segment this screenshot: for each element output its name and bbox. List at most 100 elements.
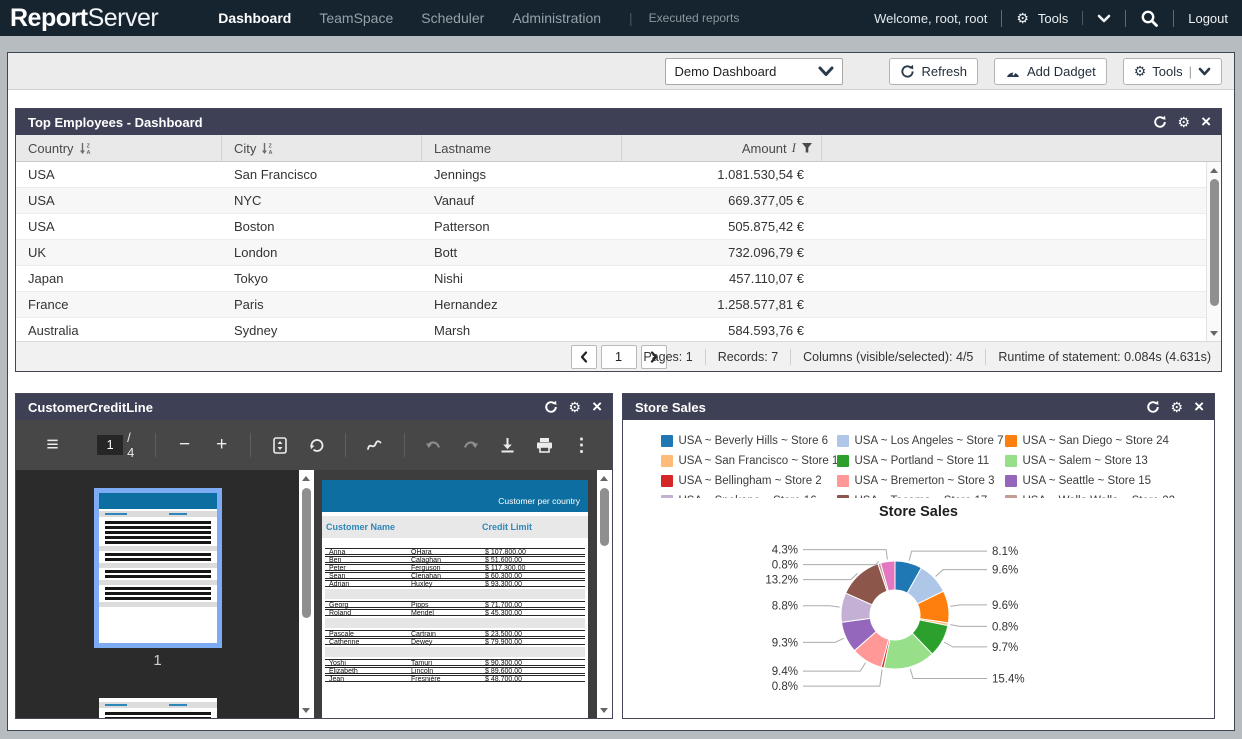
scroll-down-arrow[interactable] (597, 703, 611, 717)
print-icon[interactable] (532, 432, 557, 458)
svg-text:A: A (86, 150, 90, 155)
nav-item-scheduler[interactable]: Scheduler (421, 10, 485, 26)
column-header-amount[interactable]: Amount I (622, 135, 822, 161)
legend-item[interactable]: USA ~ Salem ~ Store 13 (1004, 451, 1177, 471)
scroll-thumb[interactable] (600, 488, 609, 546)
nav-item-dashboard[interactable]: Dashboard (218, 10, 292, 26)
table-row[interactable]: Japan Tokyo Nishi 457.110,07 € (16, 266, 1221, 292)
legend-label: USA ~ Spokane ~ Store 16 (679, 495, 817, 498)
legend-item[interactable]: USA ~ Spokane ~ Store 16 (660, 491, 837, 498)
slice-percent-label: 8.1% (992, 546, 1018, 558)
nav-item-administration[interactable]: Administration (512, 10, 602, 26)
pdf-thumbnail-page-1[interactable] (93, 488, 222, 648)
scroll-down-arrow[interactable] (1207, 326, 1221, 340)
divider (790, 348, 792, 365)
table-cell: Hernandez (434, 297, 498, 312)
vertical-scrollbar[interactable] (1206, 162, 1221, 341)
pdf-page-input[interactable] (97, 435, 124, 455)
scroll-up-arrow[interactable] (299, 471, 313, 485)
scroll-thumb[interactable] (1210, 179, 1219, 306)
refresh-icon[interactable] (1153, 115, 1167, 129)
donut-slice (879, 560, 896, 592)
column-header-lastname[interactable]: Lastname (422, 135, 622, 161)
refresh-icon[interactable] (1146, 400, 1160, 414)
sidebar-toggle-icon[interactable]: ≡ (46, 433, 59, 456)
table-cell: Patterson (434, 219, 490, 234)
nav-item-executed-reports[interactable]: Executed reports (648, 11, 740, 25)
status-label: Columns (visible/selected): 4/5 (803, 349, 974, 364)
divider (1001, 9, 1003, 27)
fit-page-icon[interactable] (267, 432, 292, 458)
next-page-button[interactable] (640, 344, 667, 369)
annotate-pen-icon[interactable] (362, 432, 387, 458)
zoom-in-icon[interactable]: + (216, 434, 228, 455)
legend-item[interactable]: USA ~ Seattle ~ Store 15 (1004, 471, 1177, 491)
close-icon[interactable]: × (1201, 112, 1211, 131)
gear-icon[interactable]: ⚙ (568, 399, 582, 415)
legend-item[interactable]: USA ~ San Diego ~ Store 24 (1004, 431, 1177, 451)
search-icon[interactable] (1140, 9, 1159, 28)
legend-label: USA ~ Bremerton ~ Store 3 (854, 475, 995, 487)
gauge-icon (1007, 68, 1020, 77)
scroll-thumb[interactable] (302, 488, 311, 618)
gear-icon[interactable]: ⚙ (1177, 114, 1191, 130)
table-row[interactable]: Australia Sydney Marsh 584.593,76 € (16, 318, 1221, 341)
table-row[interactable]: USA San Francisco Jennings 1.081.530,54 € (16, 162, 1221, 188)
chevron-right-icon (650, 350, 657, 363)
divider (403, 433, 405, 457)
logout-button[interactable]: Logout (1188, 10, 1228, 26)
pdf-thumbnail-page-2[interactable] (98, 698, 217, 718)
redo-icon[interactable] (458, 432, 483, 458)
nav-item-teamspace[interactable]: TeamSpace (319, 10, 394, 26)
legend-item[interactable]: USA ~ Bellingham ~ Store 2 (660, 471, 837, 491)
close-icon[interactable]: × (1194, 397, 1204, 416)
chevron-down-icon[interactable] (1097, 14, 1111, 23)
pdf-page-pane[interactable]: Customer per country Customer Name Credit … (314, 470, 597, 718)
table-row[interactable]: USA Boston Patterson 505.875,42 € (16, 214, 1221, 240)
main-nav: Dashboard TeamSpace Scheduler Administratio… (218, 10, 601, 26)
legend-item[interactable]: USA ~ Bremerton ~ Store 3 (836, 471, 1005, 491)
legend-item[interactable]: USA ~ Portland ~ Store 11 (836, 451, 1005, 471)
doc-last-name: Clenahan (411, 573, 441, 580)
topbar-tools-button[interactable]: Tools (1037, 10, 1069, 26)
undo-icon[interactable] (421, 432, 446, 458)
add-dadget-button[interactable]: Add Dadget (994, 57, 1107, 85)
legend-item[interactable]: USA ~ Beverly Hills ~ Store 6 (660, 431, 837, 451)
legend-label: USA ~ Portland ~ Store 11 (854, 455, 990, 467)
scroll-down-arrow[interactable] (299, 703, 313, 717)
vertical-scrollbar[interactable] (597, 470, 612, 718)
close-icon[interactable]: × (592, 397, 602, 416)
legend-item[interactable]: USA ~ Los Angeles ~ Store 7 (836, 431, 1005, 451)
page-number-input[interactable] (600, 344, 637, 369)
vertical-scrollbar[interactable] (299, 470, 314, 718)
app-logo[interactable]: ReportServer (10, 0, 159, 36)
table-cell: Jennings (434, 167, 487, 182)
legend-swatch (1004, 495, 1017, 498)
table-cell: 505.875,42 € (728, 219, 804, 234)
table-cell: Bott (434, 245, 458, 260)
refresh-button[interactable]: Refresh (889, 57, 979, 85)
status-label: Runtime of statement: 0.084s (4.631s) (998, 349, 1211, 364)
gear-icon[interactable]: ⚙ (1016, 9, 1029, 26)
legend-item[interactable]: USA ~ Tacoma ~ Store 17 (836, 491, 1005, 498)
dashboard-select[interactable]: Demo Dashboard (665, 57, 844, 85)
previous-page-button[interactable] (570, 344, 597, 369)
scroll-up-arrow[interactable] (597, 471, 611, 485)
table-row[interactable]: UK London Bott 732.096,79 € (16, 240, 1221, 266)
zoom-out-icon[interactable]: − (179, 434, 191, 455)
doc-first-name: Roland (329, 610, 352, 617)
dashboard-tools-button[interactable]: ⚙ Tools | (1122, 57, 1222, 85)
mini-row-line (104, 521, 211, 524)
table-row[interactable]: USA NYC Vanauf 669.377,05 € (16, 188, 1221, 214)
gear-icon[interactable]: ⚙ (1170, 399, 1184, 415)
download-icon[interactable] (495, 432, 520, 458)
kebab-menu-icon[interactable]: ⋮ (572, 434, 591, 455)
legend-item[interactable]: USA ~ San Francisco ~ Store 14 (660, 451, 845, 471)
rotate-icon[interactable] (304, 432, 329, 458)
scroll-up-arrow[interactable] (1207, 163, 1221, 177)
legend-item[interactable]: USA ~ Walla Walla ~ Store 22 (1004, 491, 1177, 498)
refresh-icon[interactable] (544, 400, 558, 414)
table-row[interactable]: France Paris Hernandez 1.258.577,81 € (16, 292, 1221, 318)
